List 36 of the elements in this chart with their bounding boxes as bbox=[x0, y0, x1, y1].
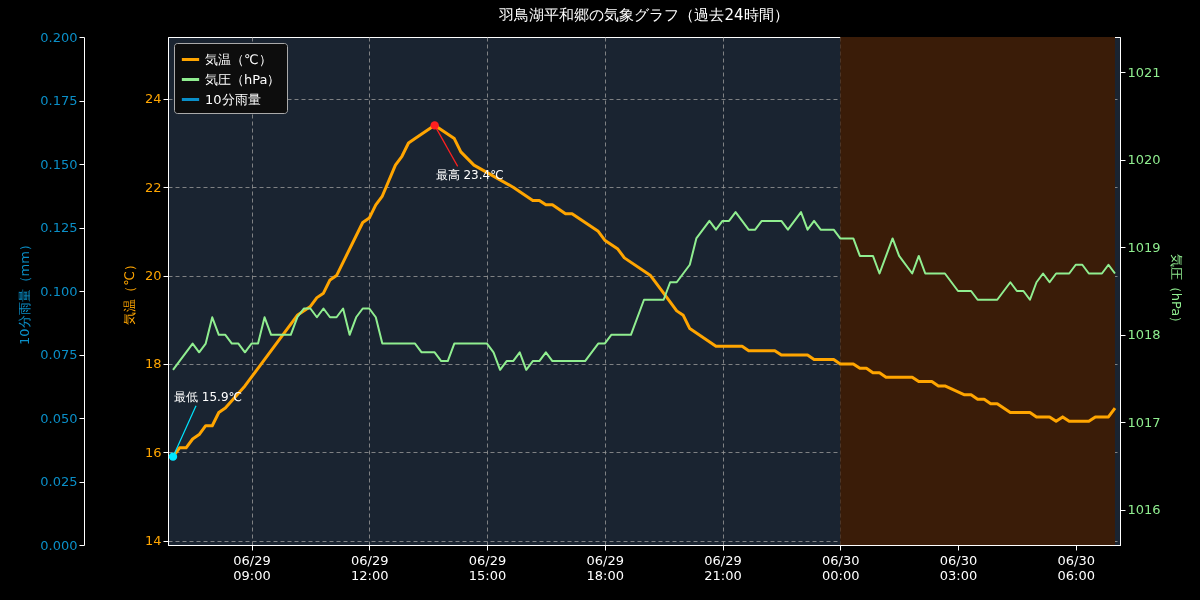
x-tick-label: 06/29 18:00 bbox=[586, 552, 624, 583]
y3-tick-label: 0.150 bbox=[40, 156, 78, 172]
y-axis-title: 気温（℃） bbox=[121, 258, 137, 325]
x-tick-label: 06/29 15:00 bbox=[468, 552, 507, 583]
y2-tick-label: 1021 bbox=[1127, 64, 1161, 80]
y-tick-label: 16 bbox=[144, 444, 162, 460]
x-tick-label: 06/30 06:00 bbox=[1057, 552, 1095, 583]
y-tick-label: 22 bbox=[144, 179, 162, 195]
y3-tick-label: 0.125 bbox=[40, 220, 78, 235]
y2-tick-label: 1020 bbox=[1127, 152, 1161, 168]
x-tick-label: 06/29 09:00 bbox=[233, 552, 271, 583]
y3-tick-label: 0.075 bbox=[40, 347, 78, 362]
y3-tick-label: 0.050 bbox=[40, 410, 78, 426]
chart-title: 羽鳥湖平和郷の気象グラフ（過去24時間） bbox=[498, 6, 789, 24]
legend-label: 気温（℃） bbox=[205, 51, 272, 67]
y3-tick-label: 0.175 bbox=[40, 93, 78, 108]
y3-tick-label: 0.025 bbox=[40, 474, 78, 489]
y-tick-label: 14 bbox=[144, 533, 162, 549]
y2-tick-label: 1019 bbox=[1127, 239, 1161, 255]
y2-axis-title: 気圧（hPa） bbox=[1168, 253, 1184, 330]
y3-axis-title: 10分雨量（mm） bbox=[17, 238, 33, 345]
x-tick-label: 06/30 00:00 bbox=[822, 552, 860, 583]
y-tick-label: 24 bbox=[144, 91, 162, 107]
x-tick-label: 06/29 12:00 bbox=[351, 552, 389, 583]
y2-tick-label: 1017 bbox=[1127, 414, 1161, 430]
y2-tick-label: 1018 bbox=[1127, 327, 1161, 343]
legend-label: 気圧（hPa） bbox=[205, 71, 281, 87]
legend-label: 10分雨量 bbox=[205, 91, 261, 107]
y3-tick-label: 0.200 bbox=[40, 29, 78, 45]
y2-tick-label: 1016 bbox=[1127, 502, 1161, 518]
y3-tick-label: 0.000 bbox=[40, 537, 78, 553]
y3-tick-label: 0.100 bbox=[40, 283, 78, 299]
x-tick-label: 06/30 03:00 bbox=[939, 552, 978, 583]
x-tick-label: 06/29 21:00 bbox=[704, 552, 742, 583]
y-tick-label: 20 bbox=[144, 268, 162, 284]
y-tick-label: 18 bbox=[144, 356, 162, 372]
